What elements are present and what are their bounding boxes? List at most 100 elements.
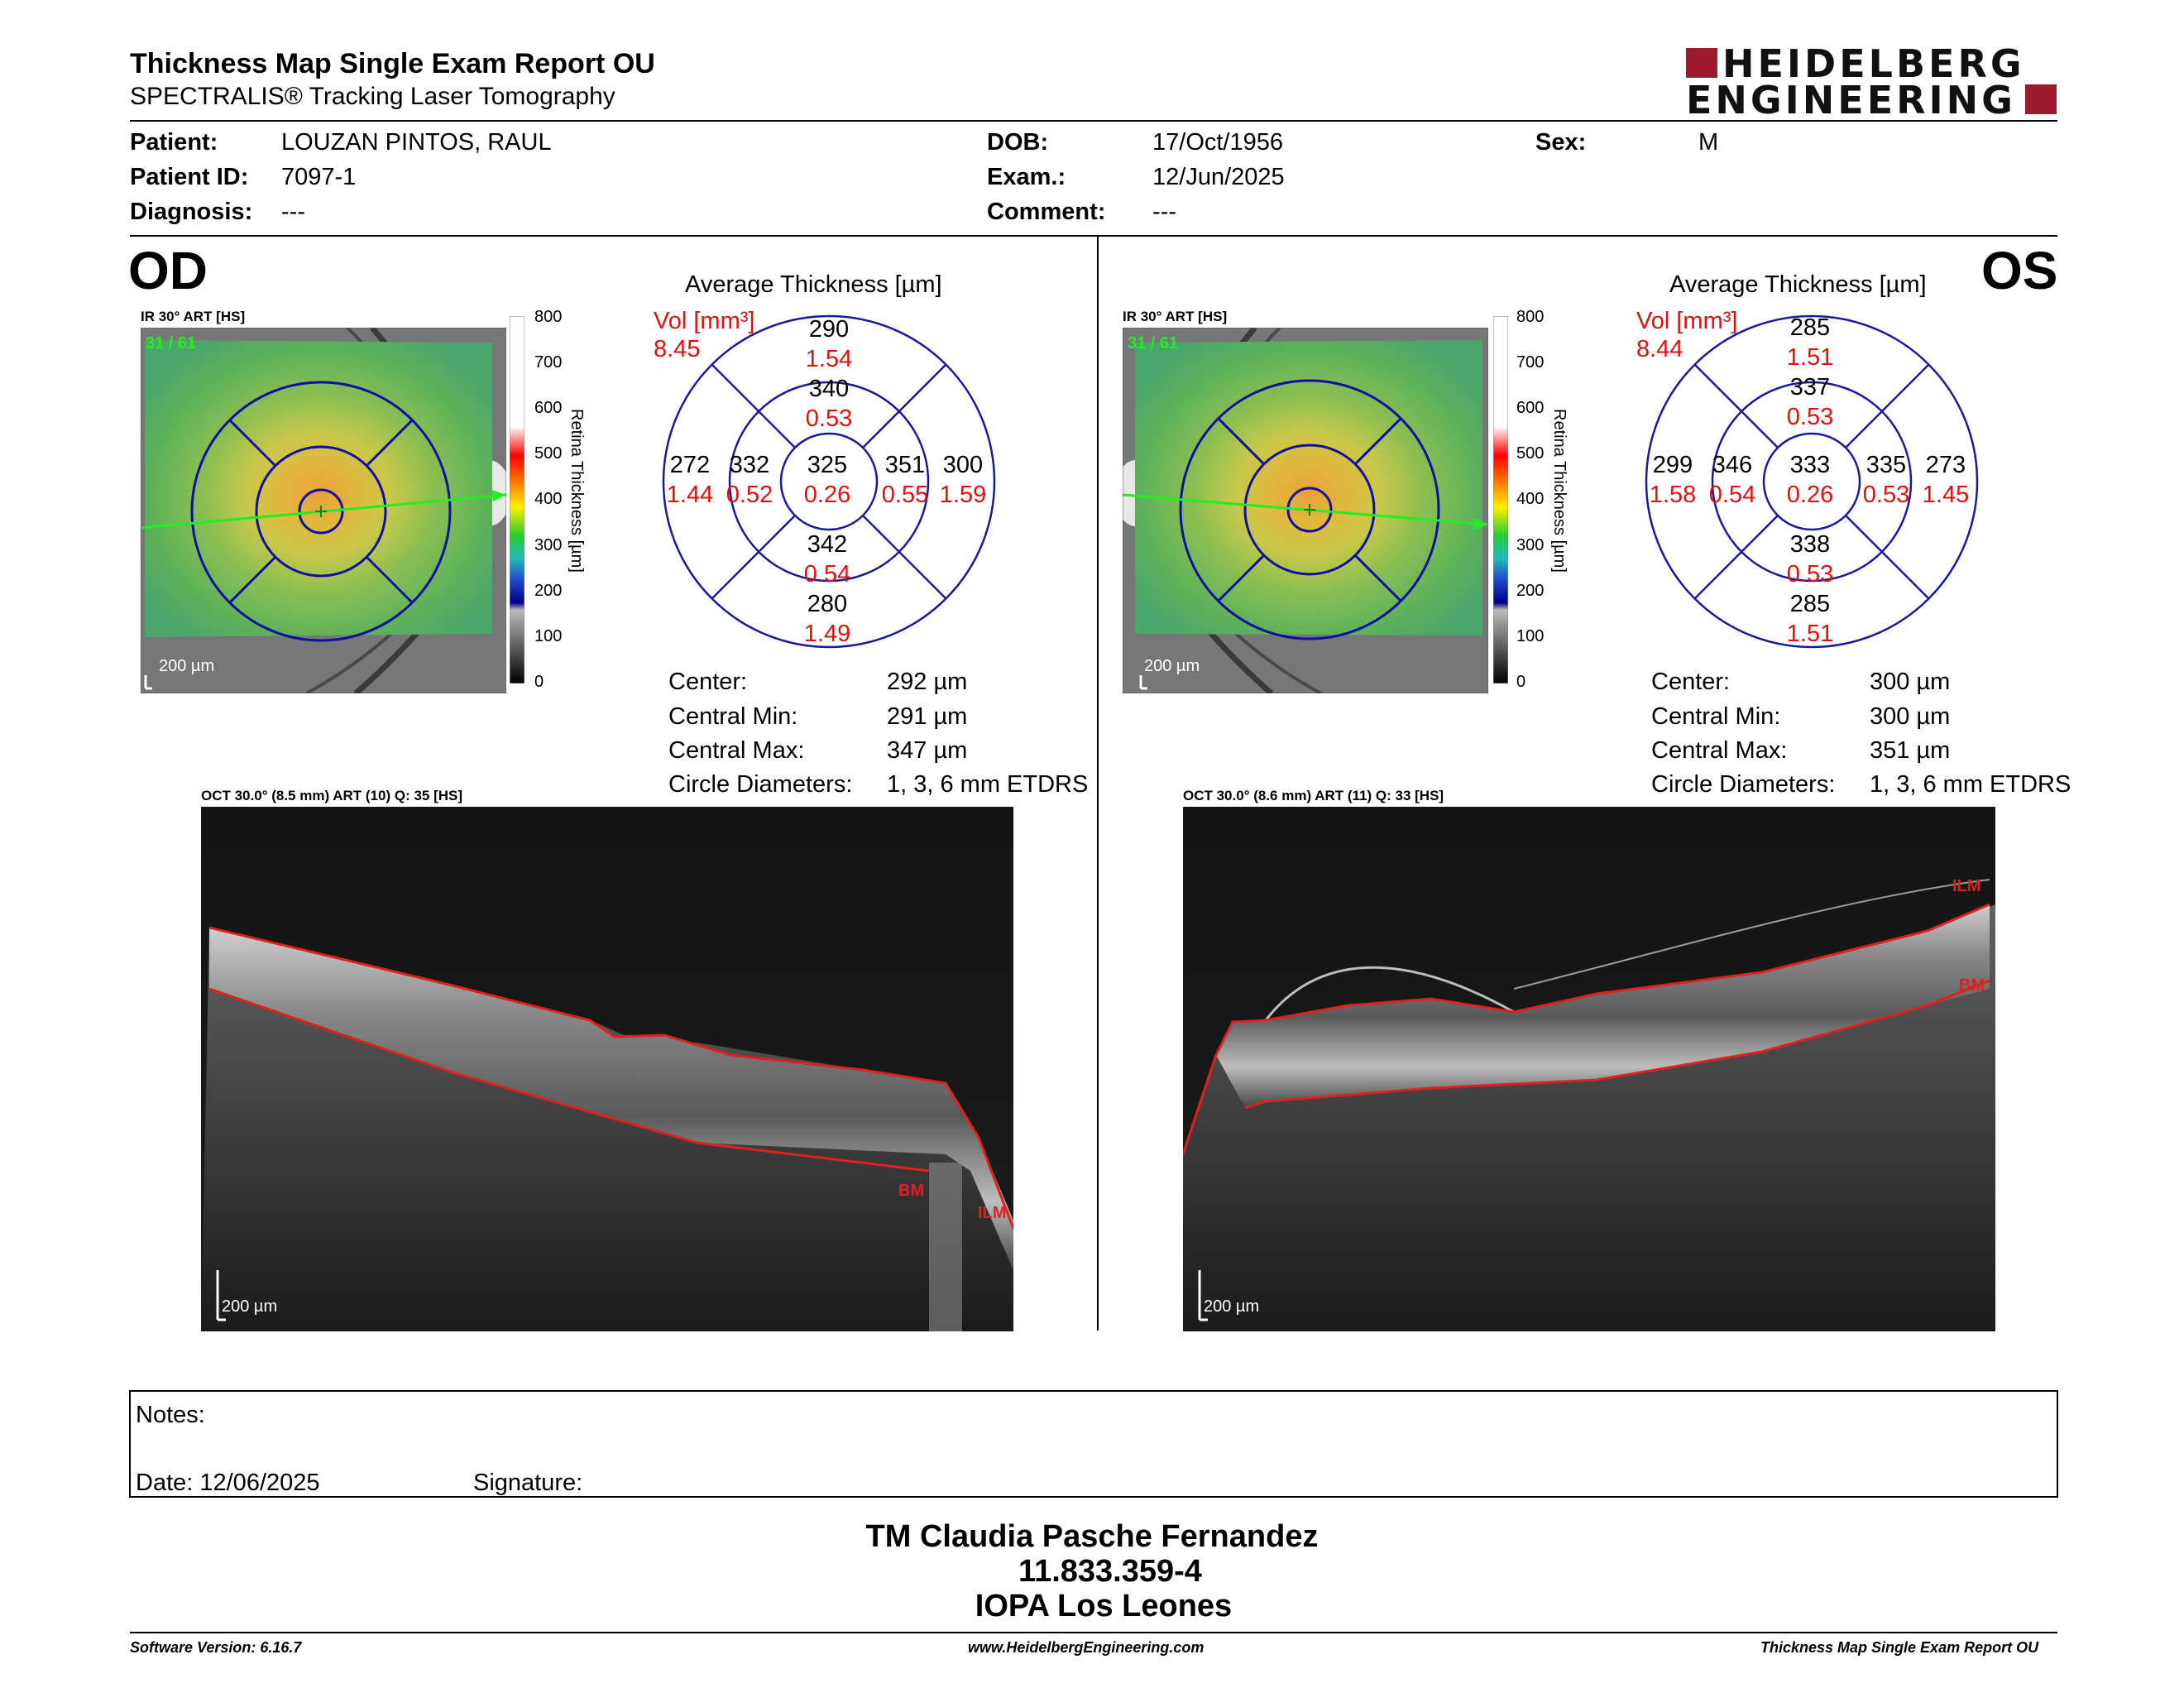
os-center-value: 300 µm: [1870, 669, 1951, 695]
od-sector-inner-superior: 340 0.53: [805, 376, 853, 432]
signatory-name: TM Claudia Pasche Fernandez: [865, 1519, 1319, 1554]
od-oct-label: OCT 30.0° (8.5 mm) ART (10) Q: 35 [HS]: [201, 788, 463, 803]
patient-name: LOUZAN PINTOS, RAUL: [281, 129, 552, 156]
scale-tick: 400: [1516, 490, 1545, 508]
os-central-max-value: 351 µm: [1870, 737, 1951, 764]
od-avg-thickness-title: Average Thickness [µm]: [685, 271, 942, 298]
od-eye-label: OD: [128, 241, 208, 300]
scale-tick: 800: [534, 308, 563, 326]
os-sector-inner-inferior: 338 0.53: [1786, 531, 1834, 587]
scale-tick: 300: [1516, 536, 1545, 554]
od-bm-marker: BM: [898, 1182, 925, 1200]
os-bm-marker: BM: [1959, 976, 1985, 995]
os-center-label: Center:: [1651, 669, 1731, 695]
od-sector-inner-nasal: 351 0.55: [881, 452, 929, 508]
os-circle-diam-label: Circle Diameters:: [1651, 771, 1836, 798]
od-sector-inner-inferior: 342 0.54: [803, 531, 851, 587]
os-oct-scale: 200 µm: [1204, 1297, 1260, 1316]
notes-label: Notes:: [136, 1402, 205, 1428]
os-circle-diam-value: 1, 3, 6 mm ETDRS: [1870, 771, 2071, 798]
report-title: Thickness Map Single Exam Report OU: [130, 48, 655, 79]
scale-tick: 500: [534, 444, 563, 463]
os-vol-value: 8.44: [1636, 336, 1684, 362]
scale-tick: 300: [534, 536, 563, 554]
od-sector-outer-inferior: 280 1.49: [803, 591, 851, 647]
od-vol-label: Vol [mm³]: [654, 308, 755, 334]
patient-id: 7097-1: [281, 164, 357, 190]
od-vol-value: 8.45: [654, 336, 701, 362]
os-oct-label: OCT 30.0° (8.6 mm) ART (11) Q: 33 [HS]: [1183, 788, 1444, 803]
scale-tick: 600: [1516, 399, 1545, 417]
comment-label: Comment:: [987, 199, 1106, 225]
os-etdrs-grid: [1645, 314, 1979, 649]
scale-tick: 700: [1516, 353, 1545, 372]
notes-box: [129, 1390, 2058, 1498]
scale-title: Retina Thickness [µm]: [568, 409, 586, 573]
os-thickness-map: [1123, 328, 1488, 693]
od-central-max-value: 347 µm: [887, 737, 968, 764]
od-ir-frame-counter: 31 / 61: [146, 334, 197, 352]
scale-title: Retina Thickness [µm]: [1550, 409, 1569, 573]
od-central-min-label: Central Min:: [668, 703, 798, 730]
od-ilm-marker: ILM: [978, 1204, 1007, 1222]
scale-tick: 100: [534, 627, 563, 645]
os-oct-bscan: [1183, 807, 1995, 1331]
od-oct-scale: 200 µm: [222, 1297, 278, 1316]
notes-signature-label: Signature:: [473, 1470, 583, 1496]
diagnosis-label: Diagnosis:: [130, 199, 253, 225]
os-ir-scale: 200 µm: [1144, 657, 1200, 675]
footer-report-name: Thickness Map Single Exam Report OU: [1760, 1639, 2039, 1656]
od-sector-outer-superior: 290 1.54: [805, 316, 853, 372]
os-avg-thickness-title: Average Thickness [µm]: [1669, 271, 1927, 298]
od-ir-label: IR 30° ART [HS]: [141, 309, 246, 324]
os-sector-inner-nasal: 346 0.54: [1708, 452, 1756, 508]
os-eye-label: OS: [1981, 241, 2058, 300]
logo-line-2: ENGINEERING: [1686, 78, 2016, 122]
od-center-label: Center:: [668, 669, 748, 695]
od-thickness-map: [141, 328, 506, 693]
signatory-institution: IOPA Los Leones: [975, 1589, 1233, 1623]
logo-line-1: HEIDELBERG: [1722, 41, 2025, 86]
center-divider: [1097, 237, 1099, 1331]
od-sector-outer-nasal: 300 1.59: [939, 452, 987, 508]
od-circle-diam-label: Circle Diameters:: [668, 771, 853, 798]
scale-tick: 200: [534, 582, 563, 600]
od-etdrs-grid: [662, 314, 996, 649]
diagnosis-value: ---: [281, 199, 305, 225]
scale-tick: 800: [1516, 308, 1545, 326]
os-sector-inner-superior: 337 0.53: [1786, 374, 1834, 430]
scale-tick: 0: [1516, 673, 1526, 691]
os-ilm-marker: ILM: [1952, 877, 1981, 895]
os-central-min-label: Central Min:: [1651, 703, 1781, 730]
os-central-max-label: Central Max:: [1651, 737, 1788, 764]
patient-id-label: Patient ID:: [130, 164, 249, 190]
os-vol-label: Vol [mm³]: [1636, 308, 1738, 334]
scale-tick: 400: [534, 490, 563, 508]
exam-value: 12/Jun/2025: [1152, 164, 1285, 190]
comment-value: ---: [1152, 199, 1176, 225]
dob-label: DOB:: [987, 129, 1049, 156]
od-sector-outer-temporal: 272 1.44: [666, 452, 714, 508]
footer-website-link[interactable]: www.HeidelbergEngineering.com: [968, 1639, 1205, 1656]
os-sector-outer-superior: 285 1.51: [1786, 314, 1834, 371]
os-sector-outer-inferior: 285 1.51: [1786, 591, 1834, 647]
od-ir-scale: 200 µm: [159, 657, 215, 675]
od-center-value: 292 µm: [887, 669, 968, 695]
od-sector-inner-temporal: 332 0.52: [726, 452, 774, 508]
os-ir-label: IR 30° ART [HS]: [1123, 309, 1228, 324]
dob-value: 17/Oct/1956: [1152, 129, 1283, 156]
report-subtitle: SPECTRALIS® Tracking Laser Tomography: [130, 83, 615, 110]
os-sector-center: 333 0.26: [1786, 452, 1834, 508]
od-sector-center: 325 0.26: [803, 452, 851, 508]
patient-label: Patient:: [130, 129, 218, 156]
scale-tick: 600: [534, 399, 563, 417]
os-sector-inner-temporal: 335 0.53: [1862, 452, 1910, 508]
sex-value: M: [1698, 129, 1719, 156]
os-sector-outer-nasal: 299 1.58: [1649, 452, 1697, 508]
exam-label: Exam.:: [987, 164, 1066, 190]
sex-label: Sex:: [1535, 129, 1587, 156]
scale-tick: 500: [1516, 444, 1545, 463]
scale-tick: 200: [1516, 582, 1545, 600]
signatory-id: 11.833.359-4: [1018, 1554, 1202, 1589]
scale-tick: 0: [534, 673, 544, 691]
